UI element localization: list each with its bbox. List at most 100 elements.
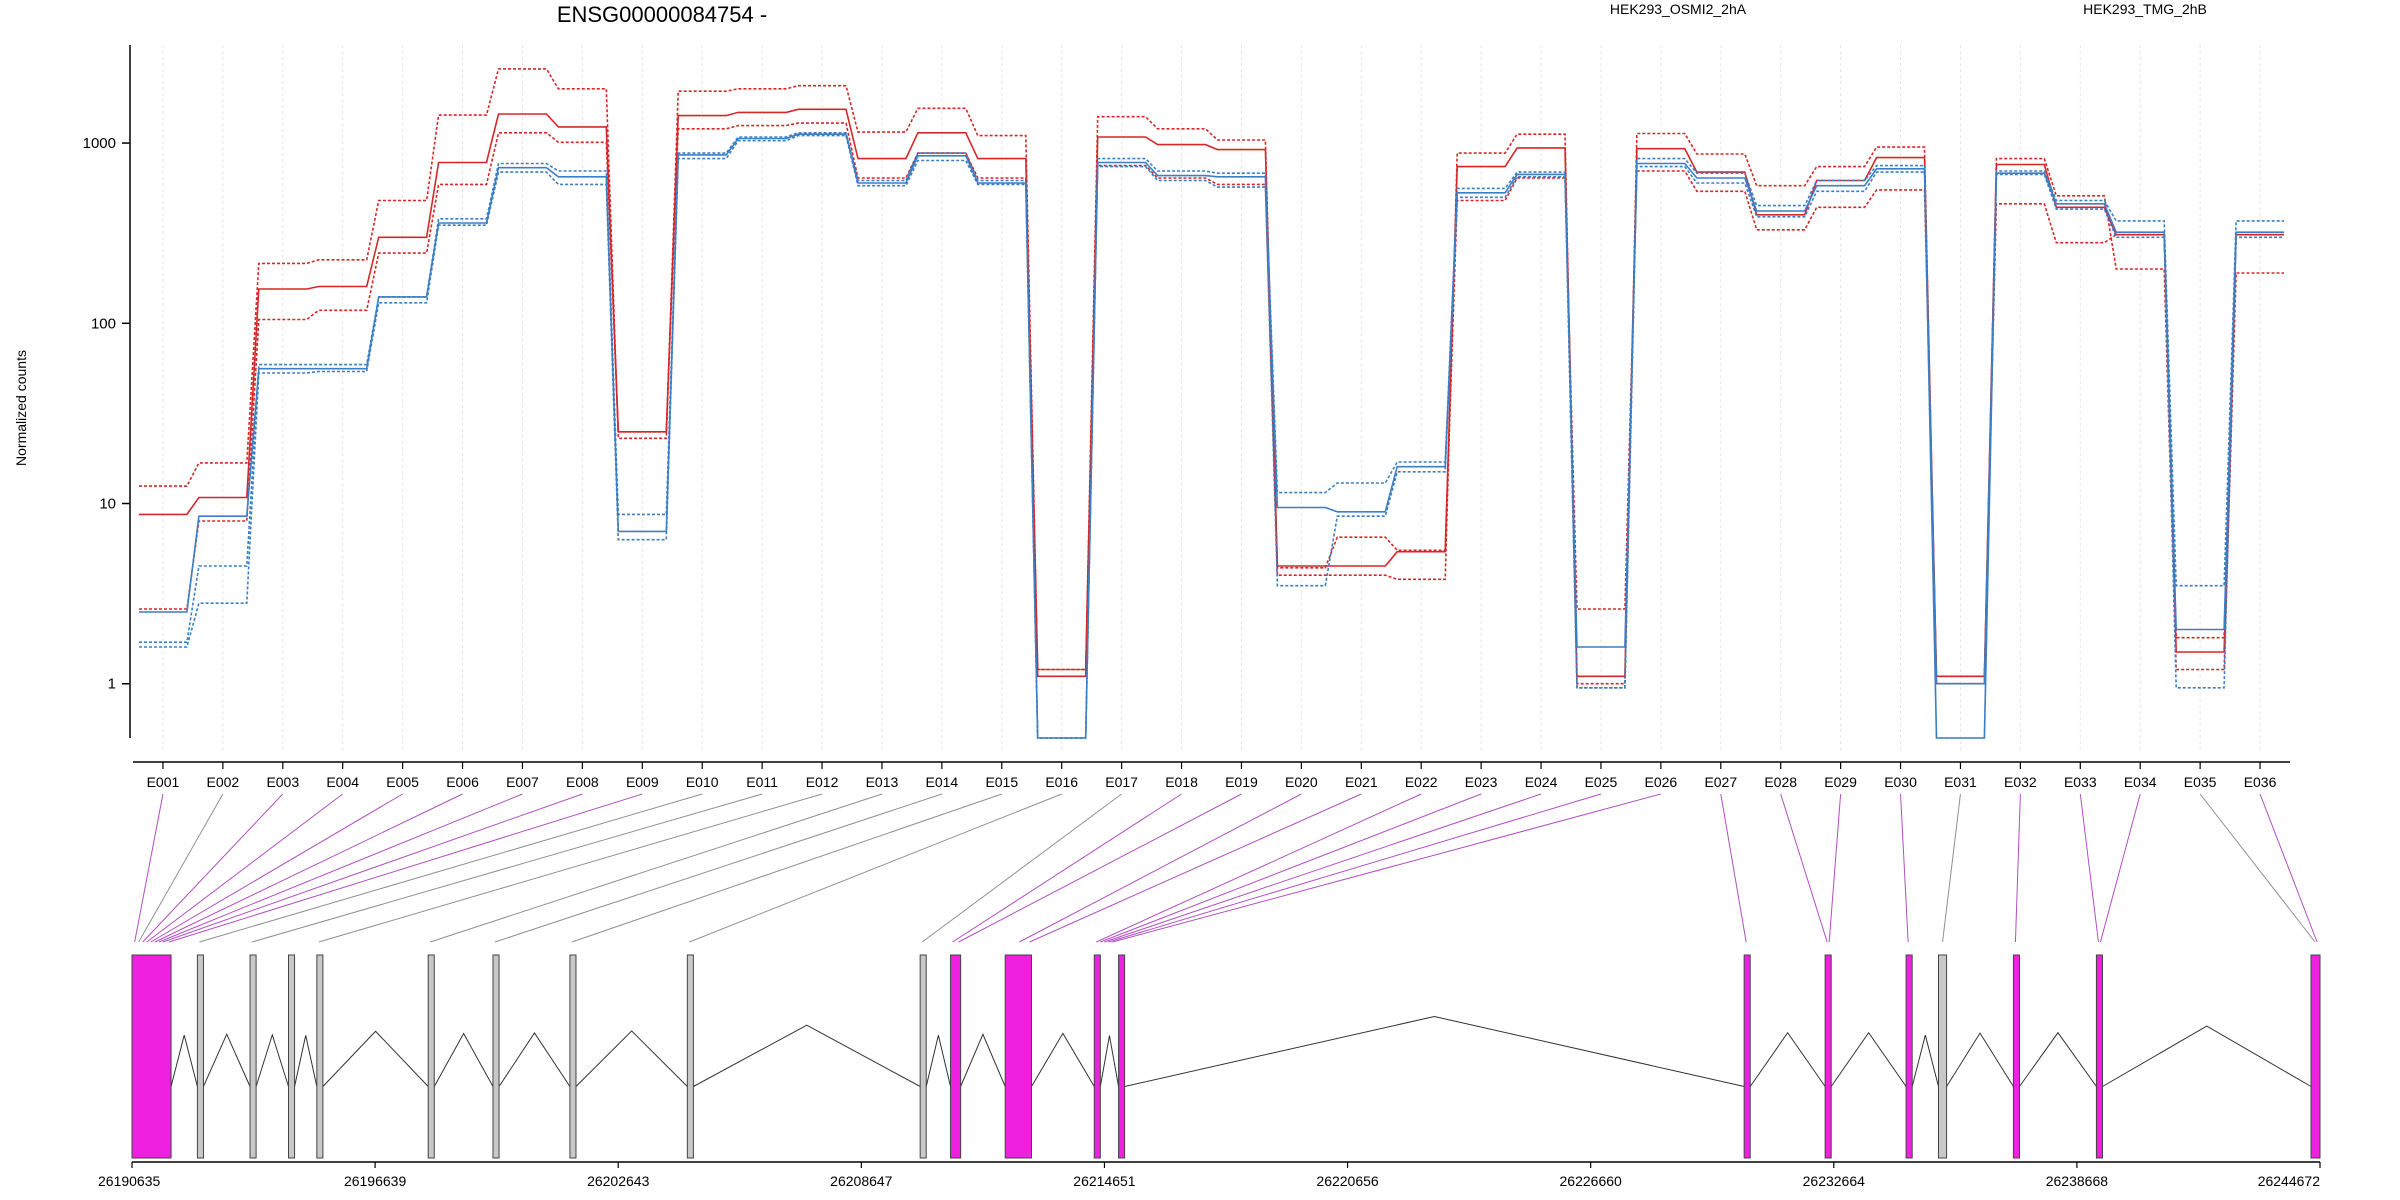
x-tick-label: E003 [266, 774, 299, 790]
x-tick-label: E034 [2124, 774, 2157, 790]
connectors [134, 793, 2318, 943]
intron [322, 1030, 429, 1087]
x-tick-label: E005 [386, 774, 419, 790]
connector-line [1104, 793, 1542, 943]
intron [2019, 1031, 2097, 1087]
coordinate-tick-label: 26238668 [2046, 1173, 2109, 1189]
exon-block [2310, 954, 2321, 1159]
connector-line [150, 793, 403, 943]
y-tick-label: 10 [99, 496, 116, 513]
connector-line [571, 793, 1002, 943]
coordinate-tick-label: 26232664 [1803, 1173, 1866, 1189]
x-tick-label: E007 [506, 774, 539, 790]
exon-block [249, 954, 257, 1159]
exon-block [919, 954, 927, 1159]
intron [575, 1030, 688, 1087]
connector-line [1100, 793, 1482, 943]
connector-line [2199, 793, 2316, 943]
intron [1830, 1031, 1907, 1087]
x-tick-label: E029 [1824, 774, 1857, 790]
x-tick-label: E023 [1465, 774, 1498, 790]
chart-title: ENSG00000084754 - [557, 2, 767, 27]
connector-line [134, 793, 164, 943]
intron [925, 1035, 952, 1087]
connector-line [162, 793, 583, 943]
connector-line [689, 793, 1062, 943]
connector-line [251, 793, 763, 943]
x-tick-label: E030 [1884, 774, 1917, 790]
x-tick-label: E016 [1045, 774, 1078, 790]
connector-line [1900, 793, 1909, 943]
connector-line [430, 793, 883, 943]
coordinate-tick-label: 26190635 [98, 1173, 161, 1189]
gene-model [131, 954, 2321, 1163]
intron [1946, 1032, 2014, 1087]
intron [1749, 1031, 1826, 1087]
coordinate-tick-label: 26196639 [344, 1173, 407, 1189]
intron [170, 1035, 198, 1087]
exon-block [492, 954, 500, 1159]
exon-block [427, 954, 435, 1159]
connector-line [2014, 793, 2021, 943]
x-tick-label: E019 [1225, 774, 1258, 790]
x-tick-label: E018 [1165, 774, 1198, 790]
x-tick-label: E027 [1704, 774, 1737, 790]
legend-label-tmg: HEK293_TMG_2hB [2083, 1, 2207, 17]
x-tick-label: E036 [2244, 774, 2277, 790]
connector-line [1029, 793, 1362, 943]
x-tick-label: E002 [207, 774, 240, 790]
x-tick-label: E021 [1345, 774, 1378, 790]
connector-line [1720, 793, 1747, 943]
x-tick-label: E025 [1585, 774, 1618, 790]
x-tick-label: E011 [746, 774, 778, 790]
x-tick-label: E031 [1944, 774, 1977, 790]
x-tick-label: E015 [985, 774, 1018, 790]
x-tick-label: E009 [626, 774, 659, 790]
connector-line [1780, 793, 1828, 943]
connector-line [146, 793, 344, 943]
coordinate-tick-label: 26208647 [830, 1173, 893, 1189]
intron [498, 1032, 571, 1087]
exon-block [1937, 954, 1948, 1159]
exon-block [1118, 954, 1126, 1159]
connector-line [1108, 793, 1602, 943]
connector-line [2079, 793, 2099, 943]
y-tick-label: 100 [91, 315, 116, 332]
exon-block [1743, 954, 1751, 1159]
x-ticks: E001 E002 E003 E004 E005 E006 E007 E008 E009 E010… [147, 762, 2277, 790]
intron [433, 1032, 494, 1087]
exon-block [1824, 954, 1832, 1159]
coordinate-tick-label: 26214651 [1073, 1173, 1136, 1189]
connector-line [1828, 793, 1842, 943]
connector-line [1019, 793, 1302, 943]
intron [203, 1032, 251, 1087]
x-tick-label: E032 [2004, 774, 2037, 790]
exon-block [1905, 954, 1913, 1159]
intron [1124, 1015, 1745, 1087]
x-tick-label: E008 [566, 774, 599, 790]
connector-line [2259, 793, 2318, 943]
connector-line [154, 793, 463, 943]
intron [960, 1032, 1006, 1087]
x-tick-label: E006 [446, 774, 479, 790]
exon-block [686, 954, 694, 1159]
exon-block [196, 954, 204, 1159]
intron [255, 1033, 289, 1087]
exon-block [287, 954, 296, 1159]
connector-line [494, 793, 943, 943]
intron [1099, 1035, 1120, 1087]
legend-label-osmi: HEK293_OSMI2_2hA [1610, 1, 1747, 17]
exon-block [569, 954, 577, 1159]
intron [693, 1024, 921, 1087]
connector-line [1096, 793, 1422, 943]
intron [2102, 1025, 2312, 1087]
coordinate-tick-label: 26226660 [1560, 1173, 1623, 1189]
intron [1031, 1032, 1095, 1087]
coordinate-tick-label: 26220656 [1316, 1173, 1379, 1189]
coordinate-tick-label: 26202643 [587, 1173, 650, 1189]
connector-line [199, 793, 703, 943]
series-group [139, 68, 2284, 739]
exon-block [1004, 954, 1033, 1159]
connector-line [168, 793, 643, 943]
x-tick-label: E033 [2064, 774, 2097, 790]
